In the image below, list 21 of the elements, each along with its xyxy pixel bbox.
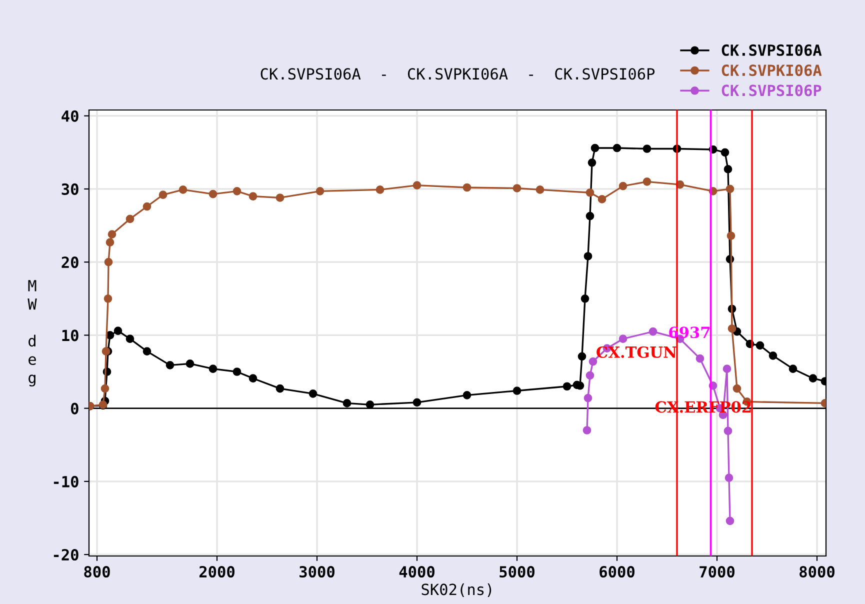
x-tick-label: 4000 [399, 566, 434, 578]
x-tick-label: 7000 [700, 566, 734, 578]
x-tick-label: 8000 [800, 566, 834, 578]
x-axis-title: SK02(ns) [422, 583, 492, 597]
y-tick-label: 30 [62, 183, 78, 195]
x-tick-label: 2000 [199, 566, 234, 578]
y-tick-label: 0 [70, 402, 78, 414]
legend-label: CK.SVPKI06A [722, 64, 822, 76]
legend-label: CK.SVPSI06P [722, 84, 822, 96]
y-tick-label: 20 [62, 256, 78, 268]
legend-label: CK.SVPSI06A [722, 44, 822, 56]
x-tick-label: 5000 [500, 566, 534, 578]
y-tick-label: -10 [54, 476, 78, 488]
text: MW deg [28, 280, 37, 386]
y-tick-label: 10 [62, 330, 78, 342]
x-tick-label: 3000 [300, 566, 334, 578]
x-tick-label: 800 [84, 566, 110, 578]
x-tick-label: 6000 [600, 566, 634, 578]
chart-title: CK.SVPSI06A - CK.SVPKI06A - CK.SVPSI06P [260, 68, 655, 80]
y-tick-label: 40 [62, 110, 78, 122]
y-tick-label: -20 [54, 549, 78, 561]
